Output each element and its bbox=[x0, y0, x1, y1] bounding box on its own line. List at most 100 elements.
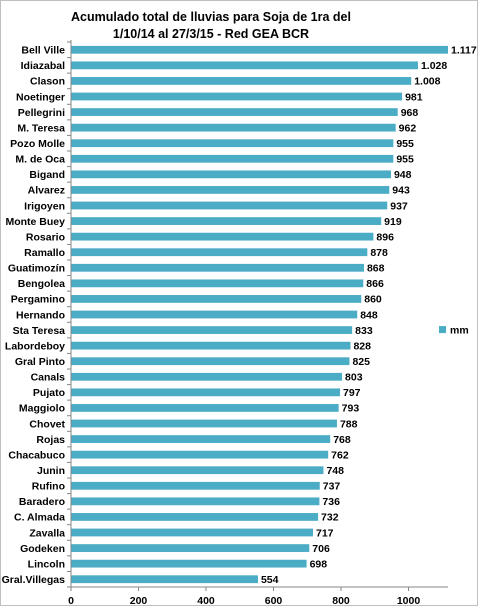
category-label: Pujato bbox=[33, 387, 65, 399]
bar bbox=[71, 497, 320, 506]
category-label: Maggiolo bbox=[19, 403, 65, 415]
bar bbox=[71, 513, 319, 521]
bar bbox=[71, 372, 343, 381]
category-label: Gral.Villegas bbox=[2, 574, 66, 586]
category-label: Zavalla bbox=[29, 527, 65, 539]
category-label: Junin bbox=[37, 465, 65, 477]
bar bbox=[71, 481, 320, 490]
x-tick-label: 1000 bbox=[397, 595, 421, 607]
data-label: 762 bbox=[331, 449, 349, 461]
x-tick-label: 0 bbox=[68, 595, 74, 607]
data-label: 1.117 bbox=[451, 45, 477, 57]
bar bbox=[71, 92, 403, 101]
bar bbox=[71, 232, 374, 241]
category-label: Clason bbox=[30, 76, 65, 88]
category-label: Rufino bbox=[32, 481, 65, 493]
category-label: M. de Oca bbox=[15, 154, 65, 166]
category-label: Sta Teresa bbox=[13, 325, 65, 337]
x-tick-label: 600 bbox=[265, 595, 283, 607]
data-label: 828 bbox=[353, 340, 371, 352]
data-label: 948 bbox=[394, 169, 412, 181]
data-label: 833 bbox=[355, 325, 373, 337]
bar bbox=[71, 326, 353, 334]
bar bbox=[71, 248, 368, 257]
category-label: Bell Ville bbox=[21, 45, 65, 57]
chart-title: Acumulado total de lluvias para Soja de … bbox=[61, 9, 361, 43]
bar bbox=[71, 310, 358, 319]
data-label: 717 bbox=[316, 527, 334, 539]
bar bbox=[71, 45, 448, 54]
category-label: Pozo Molle bbox=[10, 138, 65, 150]
bar bbox=[71, 357, 350, 366]
data-label: 748 bbox=[326, 465, 344, 477]
data-label: 981 bbox=[405, 91, 423, 103]
bar bbox=[71, 419, 337, 428]
bar bbox=[71, 61, 418, 70]
category-label: Rosario bbox=[26, 231, 65, 243]
category-label: Irigoyen bbox=[24, 200, 65, 212]
bar bbox=[71, 435, 331, 443]
data-label: 896 bbox=[376, 231, 394, 243]
data-label: 825 bbox=[352, 356, 370, 368]
data-label: 919 bbox=[384, 216, 402, 228]
data-label: 878 bbox=[370, 247, 388, 259]
data-label: 706 bbox=[312, 543, 330, 555]
bar bbox=[71, 186, 390, 194]
data-label: 554 bbox=[261, 574, 279, 586]
bar bbox=[71, 341, 351, 350]
category-label: Canals bbox=[31, 372, 66, 384]
bar bbox=[71, 295, 362, 303]
data-label: 943 bbox=[392, 185, 410, 197]
data-label: 768 bbox=[333, 434, 351, 446]
bar bbox=[71, 77, 412, 85]
category-label: Lincoln bbox=[28, 558, 65, 570]
data-label: 1.008 bbox=[414, 76, 440, 88]
data-label: 736 bbox=[322, 496, 340, 508]
category-label: Baradero bbox=[19, 496, 65, 508]
x-tick-label: 800 bbox=[332, 595, 350, 607]
category-label: Labordeboy bbox=[5, 340, 65, 352]
bar bbox=[71, 279, 364, 288]
bar bbox=[71, 201, 388, 210]
data-label: 968 bbox=[401, 107, 419, 119]
data-label: 803 bbox=[345, 372, 363, 384]
data-label: 1.028 bbox=[421, 60, 447, 72]
bar bbox=[71, 404, 339, 412]
category-label: Pergamino bbox=[11, 294, 65, 306]
category-label: Guatimozín bbox=[8, 263, 65, 275]
data-label: 737 bbox=[323, 481, 341, 493]
data-label: 868 bbox=[367, 263, 385, 275]
data-label: 732 bbox=[321, 512, 339, 524]
x-tick-label: 200 bbox=[130, 595, 148, 607]
bar bbox=[71, 170, 391, 179]
bar bbox=[71, 263, 364, 272]
data-label: 937 bbox=[390, 200, 408, 212]
data-label: 860 bbox=[364, 294, 382, 306]
data-label: 797 bbox=[343, 387, 361, 399]
bar bbox=[71, 217, 382, 225]
data-label: 788 bbox=[340, 418, 358, 430]
bar bbox=[71, 388, 340, 397]
bar bbox=[71, 575, 258, 584]
bar bbox=[71, 154, 394, 163]
category-label: Pellegrini bbox=[18, 107, 65, 119]
bar bbox=[71, 466, 324, 475]
category-label: Chovet bbox=[29, 418, 65, 430]
chart-title-line1: Acumulado total de lluvias para Soja de … bbox=[71, 10, 351, 24]
category-label: Hernando bbox=[16, 309, 65, 321]
category-label: Monte Buey bbox=[5, 216, 65, 228]
data-label: 793 bbox=[342, 403, 360, 415]
category-label: M. Teresa bbox=[17, 122, 65, 134]
legend-label: mm bbox=[450, 325, 469, 337]
bar bbox=[71, 139, 394, 148]
chart-title-line2: 1/10/14 al 27/3/15 - Red GEA BCR bbox=[112, 27, 310, 41]
category-label: Bengolea bbox=[18, 278, 65, 290]
bar bbox=[71, 544, 310, 552]
data-label: 698 bbox=[310, 558, 328, 570]
category-label: Godeken bbox=[20, 543, 65, 555]
bar bbox=[71, 450, 329, 459]
data-label: 955 bbox=[396, 154, 414, 166]
data-label: 866 bbox=[366, 278, 384, 290]
